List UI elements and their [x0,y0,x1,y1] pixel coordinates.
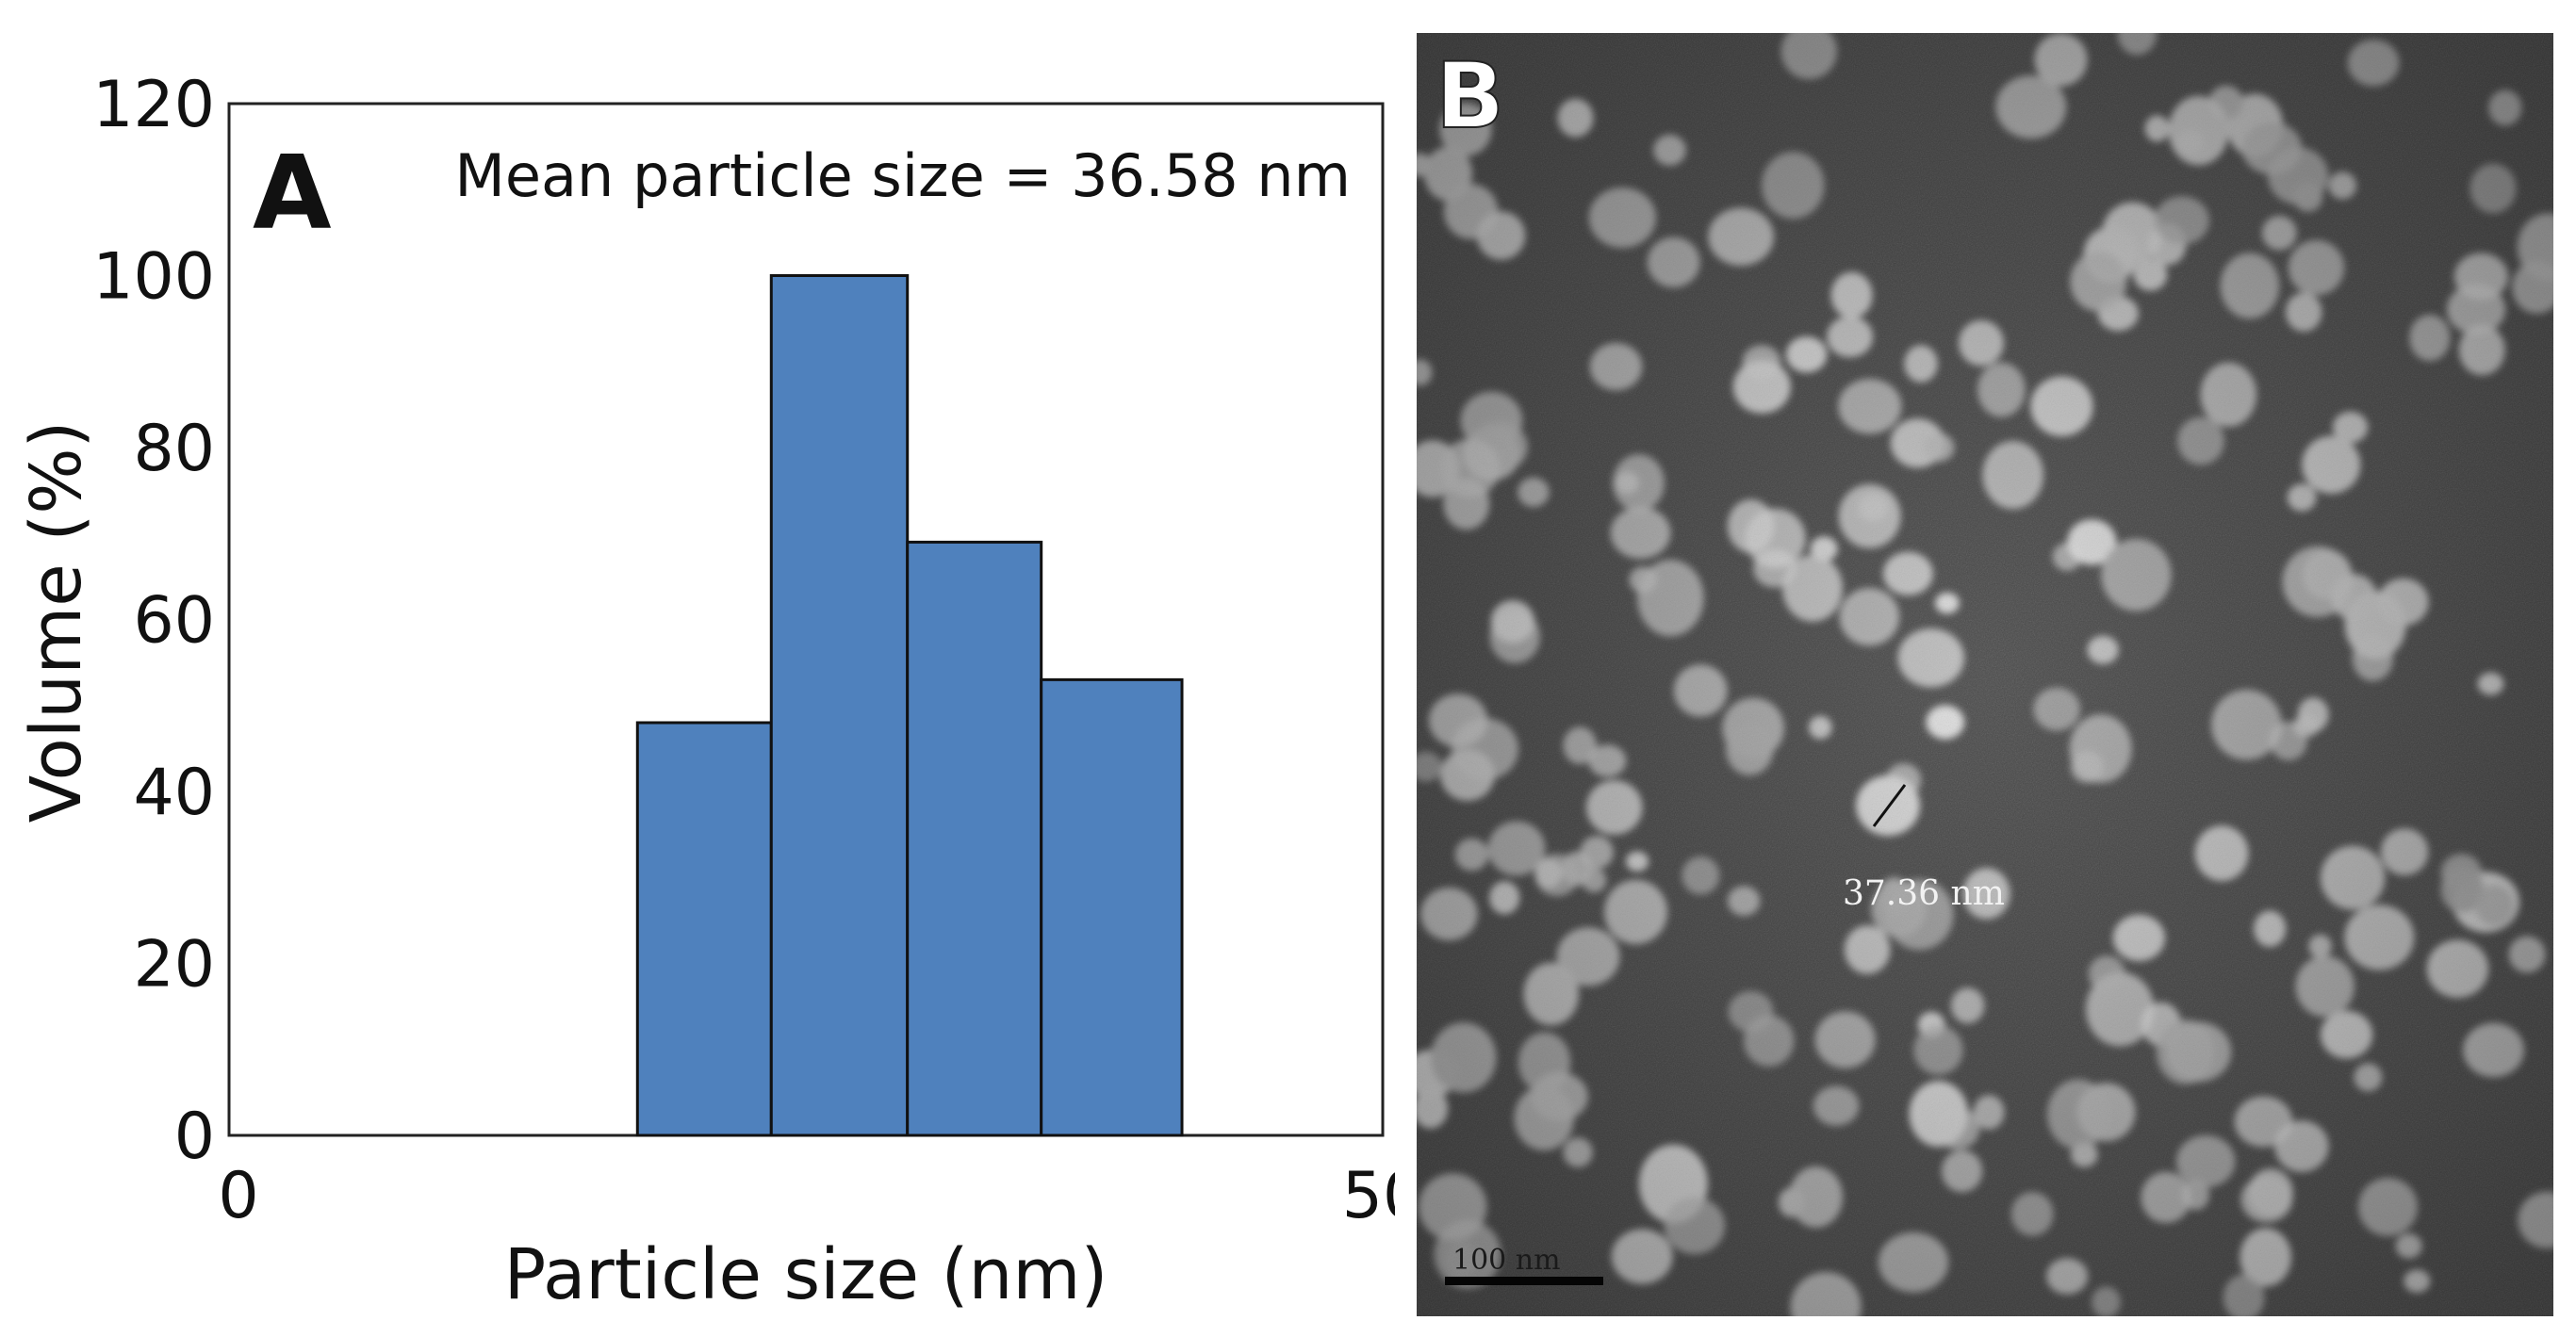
y-tick-labels: 0 20 40 60 80 100 120 [92,68,215,1174]
micrograph-vignette [1417,33,2553,1316]
y-tick-label: 100 [92,240,215,315]
bars-group [635,274,1184,1137]
measurement-line [1872,784,1907,827]
x-axis-label: Particle size (nm) [504,1234,1108,1315]
scale-bar-label: 100 nm [1452,1244,1561,1277]
histogram-bar-3 [906,540,1043,1137]
panel-b-label: B [1436,43,1504,149]
tem-micrograph: B 37.36 nm 100 nm [1417,33,2553,1316]
y-tick-label: 0 [174,1100,215,1174]
y-tick-label: 80 [133,412,215,486]
y-tick-label: 40 [133,756,215,830]
histogram-bar-2 [769,274,910,1137]
histogram-chart: 0 20 40 60 80 100 120 0 50 A Mean particle size… [16,68,1395,1315]
histogram-bar-1 [635,721,773,1137]
y-tick-label: 20 [133,928,215,1003]
panel-a-label: A [253,135,332,253]
y-axis-label: Volume (%) [16,421,97,823]
y-tick-label: 120 [92,68,215,142]
histogram-bar-4 [1040,677,1184,1137]
mean-size-annotation: Mean particle size = 36.58 nm [454,141,1351,210]
y-tick-label: 60 [133,584,215,659]
x-tick-labels: 0 50 [218,1159,1395,1233]
x-tick-label: 0 [218,1159,258,1233]
scale-bar [1445,1277,1603,1285]
x-tick-label: 50 [1342,1159,1395,1233]
measurement-label: 37.36 nm [1843,874,2005,913]
